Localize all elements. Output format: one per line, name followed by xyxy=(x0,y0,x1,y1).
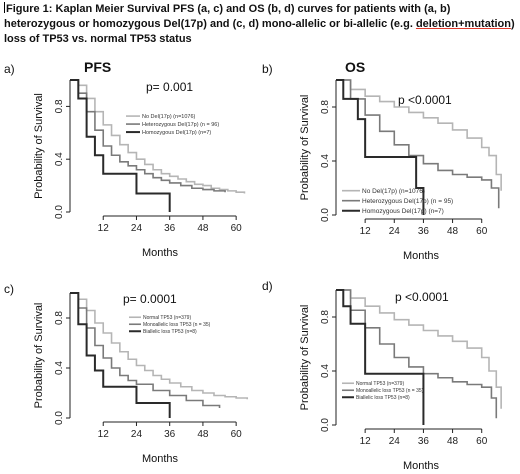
y-tick-label: 0.8 xyxy=(54,311,65,325)
x-axis-label: Months xyxy=(403,250,440,262)
km-panel-1: a) 0.0 0.4 0.8 12 24 36 48 60 Months Probability o… xyxy=(4,62,246,259)
y-axis-label: Probability of Survival xyxy=(299,305,311,411)
legend-entry: Monoallelic loss TP53 (n = 35) xyxy=(356,388,424,394)
p-value-label: p <0.0001 xyxy=(398,93,452,107)
y-tick-label: 0.4 xyxy=(54,152,65,166)
km-curve-3 xyxy=(336,289,425,425)
x-tick-label: 12 xyxy=(360,226,372,237)
km-curve-1 xyxy=(70,292,249,400)
y-tick-label: 0.0 xyxy=(320,208,331,222)
x-tick-label: 60 xyxy=(231,223,243,234)
p-value-label: p= 0.0001 xyxy=(123,292,177,306)
x-tick-label: 48 xyxy=(197,223,209,234)
y-tick-label: 0.0 xyxy=(54,411,65,425)
x-tick-label: 48 xyxy=(197,429,209,440)
x-tick-label: 60 xyxy=(476,226,488,237)
x-tick-label: 48 xyxy=(447,226,459,237)
panel-label: c) xyxy=(4,282,14,296)
legend-entry: Homozygous Del(17p) (n=7) xyxy=(362,208,444,215)
y-tick-label: 0.8 xyxy=(320,310,331,324)
legend-entry: Biallelic loss TP53 (n=8) xyxy=(143,329,197,335)
km-curve-2 xyxy=(70,79,226,193)
y-tick-label: 0.0 xyxy=(54,205,65,219)
y-axis-label: Probability of Survival xyxy=(33,303,45,409)
p-value-label: p <0.0001 xyxy=(395,290,449,304)
legend-entry: No Del(17p) (n=1076) xyxy=(142,114,196,120)
x-tick-label: 24 xyxy=(131,429,143,440)
x-axis-label: Months xyxy=(142,453,179,465)
x-tick-label: 36 xyxy=(418,436,430,447)
km-curve-2 xyxy=(336,79,500,209)
x-tick-label: 24 xyxy=(389,436,401,447)
col-header-os: OS xyxy=(345,59,365,75)
x-tick-label: 12 xyxy=(98,223,110,234)
figure-caption: Figure 1: Kaplan Meier Survival PFS (a, … xyxy=(4,2,516,47)
x-tick-label: 36 xyxy=(164,429,176,440)
panel-label: a) xyxy=(4,62,15,76)
km-curve-3 xyxy=(70,79,171,212)
col-header-pfs: PFS xyxy=(84,59,111,75)
x-tick-label: 36 xyxy=(164,223,176,234)
caption-underlined: deletion+mutation xyxy=(415,18,511,30)
km-curve-1 xyxy=(336,289,502,409)
x-tick-label: 60 xyxy=(231,429,243,440)
y-tick-label: 0.8 xyxy=(54,99,65,113)
km-panel-4: d) 0.0 0.4 0.8 12 24 36 48 60 Months Probability o… xyxy=(262,279,502,472)
legend-entry: Normal TP53 (n=379) xyxy=(143,315,191,321)
legend-entry: Normal TP53 (n=379) xyxy=(356,381,404,387)
km-curve-2 xyxy=(70,292,221,408)
km-panel-3: c) 0.0 0.4 0.8 12 24 36 48 60 Months Probability o… xyxy=(4,282,249,465)
legend-entry: No Del(17p) (n=1076) xyxy=(362,188,425,195)
y-tick-label: 0.4 xyxy=(320,154,331,168)
caption-part2: ) loss of TP53 vs. normal TP53 status xyxy=(4,18,515,45)
y-tick-label: 0.0 xyxy=(320,418,331,432)
y-axis-label: Probability of Survival xyxy=(33,93,45,199)
x-tick-label: 12 xyxy=(360,436,372,447)
km-curve-1 xyxy=(70,79,246,194)
panel-label: b) xyxy=(262,62,273,76)
legend-entry: Homozygous Del(17p) (n=7) xyxy=(142,130,211,136)
x-tick-label: 36 xyxy=(418,226,430,237)
legend-entry: Biallelic loss TP53 (n=8) xyxy=(356,395,410,401)
legend-entry: Heterozygous Del(17p) (n = 95) xyxy=(362,198,453,205)
y-axis-label: Probability of Survival xyxy=(299,95,311,201)
km-curve-3 xyxy=(70,292,171,418)
x-tick-label: 48 xyxy=(447,436,459,447)
km-curve-3 xyxy=(336,79,425,215)
legend-entry: Monoallelic loss TP53 (n = 35) xyxy=(143,322,211,328)
x-axis-label: Months xyxy=(403,460,440,472)
km-panel-2: b) 0.0 0.4 0.8 12 24 36 48 60 Months Probability o… xyxy=(262,62,502,262)
x-tick-label: 60 xyxy=(476,436,488,447)
y-tick-label: 0.4 xyxy=(54,361,65,375)
legend-entry: Heterozygous Del(17p) (n = 96) xyxy=(142,122,219,128)
text-cursor xyxy=(4,2,5,13)
panel-label: d) xyxy=(262,279,273,293)
x-tick-label: 24 xyxy=(131,223,143,234)
x-tick-label: 12 xyxy=(98,429,110,440)
p-value-label: p= 0.001 xyxy=(146,80,193,94)
x-axis-label: Months xyxy=(142,247,179,259)
caption-part1: Figure 1: Kaplan Meier Survival PFS (a, … xyxy=(4,3,451,30)
y-tick-label: 0.4 xyxy=(320,364,331,378)
km-curve-1 xyxy=(336,79,502,191)
y-tick-label: 0.8 xyxy=(320,100,331,114)
x-tick-label: 24 xyxy=(389,226,401,237)
